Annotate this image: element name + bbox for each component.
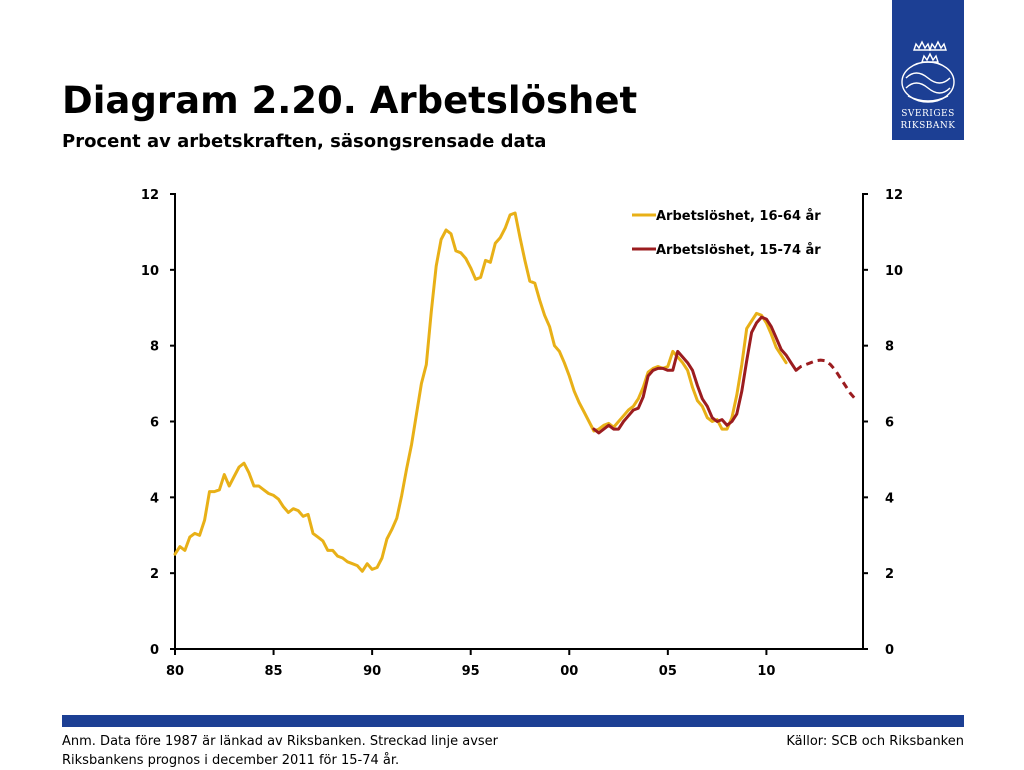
crown-emblem-icon xyxy=(901,40,955,103)
page-subtitle: Procent av arbetskraften, säsongsrensade… xyxy=(62,131,547,152)
footer-sources: Källor: SCB och Riksbanken xyxy=(786,734,964,749)
y-tick-label-left: 2 xyxy=(150,567,159,582)
footer-bar xyxy=(62,715,964,727)
x-tick-label: 95 xyxy=(462,664,480,679)
chart-series xyxy=(173,211,857,573)
y-tick-label-right: 8 xyxy=(885,340,894,355)
x-tick-label: 05 xyxy=(659,664,677,679)
x-tick-label: 00 xyxy=(560,664,578,679)
y-tick-label-right: 12 xyxy=(885,188,903,203)
legend-label: Arbetslöshet, 15-74 år xyxy=(656,243,821,258)
y-tick-label-right: 10 xyxy=(885,264,903,279)
page-title: Diagram 2.20. Arbetslöshet xyxy=(62,79,638,122)
y-tick-label-right: 6 xyxy=(885,416,894,431)
y-tick-label-left: 0 xyxy=(150,643,159,658)
logo-text-line1: SVERIGES xyxy=(901,109,955,119)
y-tick-label-left: 12 xyxy=(141,188,159,203)
chart-legend: Arbetslöshet, 16-64 år Arbetslöshet, 15-7… xyxy=(632,209,821,258)
y-tick-label-right: 2 xyxy=(885,567,894,582)
y-tick-label-left: 8 xyxy=(150,340,159,355)
y-tick-label-right: 4 xyxy=(885,491,894,506)
logo-text-line2: RIKSBANK xyxy=(900,121,956,131)
y-tick-label-left: 6 xyxy=(150,416,159,431)
x-tick-label: 10 xyxy=(757,664,775,679)
footer-note: Anm. Data före 1987 är länkad av Riksban… xyxy=(62,734,499,768)
series-line-1 xyxy=(592,315,798,435)
series-forecast-line xyxy=(795,358,857,400)
y-tick-label-left: 10 xyxy=(141,264,159,279)
y-tick-label-right: 0 xyxy=(885,643,894,658)
x-tick-label: 80 xyxy=(166,664,184,679)
riksbank-logo: SVERIGES RIKSBANK xyxy=(892,0,964,140)
series-line-0 xyxy=(173,211,788,573)
x-tick-label: 85 xyxy=(265,664,283,679)
x-tick-label: 90 xyxy=(363,664,381,679)
legend-label: Arbetslöshet, 16-64 år xyxy=(656,209,821,224)
y-tick-label-left: 4 xyxy=(150,491,159,506)
